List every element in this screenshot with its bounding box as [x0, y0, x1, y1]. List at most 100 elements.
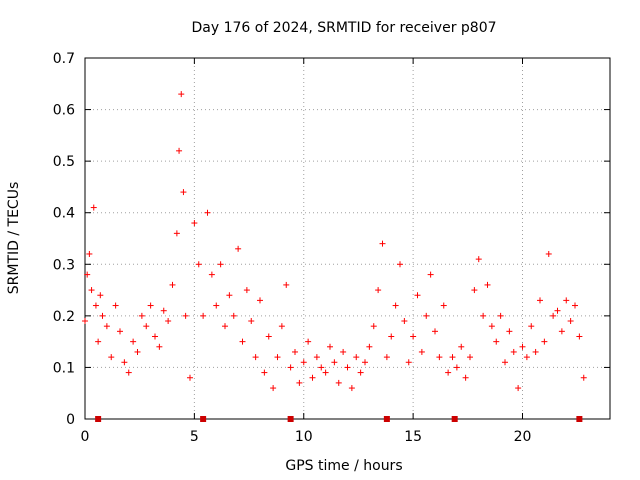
data-point — [313, 354, 320, 361]
data-point — [550, 312, 557, 319]
data-point — [226, 292, 233, 299]
data-point — [147, 302, 154, 309]
data-point — [222, 323, 228, 330]
data-point — [178, 91, 185, 98]
data-point — [270, 385, 277, 392]
y-tick-label: 0.7 — [53, 51, 75, 67]
data-point — [475, 256, 482, 263]
data-point — [418, 348, 425, 355]
data-point — [541, 338, 548, 345]
y-tick-label: 0.5 — [53, 154, 75, 170]
bottom-marker — [451, 416, 458, 422]
data-point — [440, 302, 447, 309]
data-point — [208, 271, 215, 278]
data-point — [143, 323, 150, 330]
data-point — [510, 348, 517, 355]
data-point — [121, 359, 128, 366]
data-point — [537, 297, 543, 304]
data-point — [230, 312, 237, 319]
data-point — [292, 348, 298, 355]
data-point — [112, 302, 119, 309]
y-tick-label: 0.6 — [53, 103, 75, 119]
data-point — [309, 374, 316, 381]
data-point — [449, 354, 456, 361]
plot-frame — [84, 57, 611, 420]
data-point — [82, 318, 88, 325]
y-tick-label: 0.3 — [53, 257, 75, 273]
data-point — [519, 343, 526, 350]
data-point — [108, 354, 115, 361]
data-point — [515, 385, 522, 392]
data-point — [300, 359, 307, 366]
data-point — [353, 354, 360, 361]
data-point — [405, 359, 412, 366]
x-tick-label: 5 — [190, 429, 199, 445]
x-tick-label: 0 — [81, 429, 90, 445]
data-point — [331, 359, 338, 366]
data-point — [563, 297, 570, 304]
data-point — [90, 204, 97, 211]
data-point — [506, 328, 513, 335]
bottom-marker — [200, 416, 207, 422]
data-series — [82, 91, 587, 392]
data-point — [383, 354, 390, 361]
data-point — [173, 230, 180, 237]
data-point — [335, 379, 342, 386]
data-point — [484, 281, 491, 288]
data-point — [274, 354, 281, 361]
data-point — [248, 318, 255, 325]
data-point — [467, 354, 473, 361]
data-point — [200, 312, 207, 319]
data-point — [497, 312, 504, 319]
data-point — [554, 307, 561, 314]
data-point — [567, 318, 574, 325]
data-point — [458, 343, 465, 350]
bottom-marker — [95, 416, 102, 422]
data-point — [432, 328, 438, 335]
data-point — [217, 261, 224, 268]
data-point — [366, 343, 373, 350]
data-point — [532, 348, 539, 355]
data-point — [580, 374, 587, 381]
data-point — [445, 369, 452, 376]
data-point — [235, 245, 242, 252]
x-tick-label: 15 — [404, 429, 422, 445]
data-point — [327, 343, 333, 350]
data-point — [182, 312, 189, 319]
y-axis-label: SRMTID / TECUs — [6, 182, 22, 295]
bottom-markers — [95, 416, 583, 422]
data-point — [160, 307, 167, 314]
data-point — [488, 323, 495, 330]
data-point — [375, 287, 382, 294]
data-point — [97, 292, 104, 299]
data-point — [388, 333, 395, 340]
data-point — [545, 250, 552, 257]
data-point — [213, 302, 220, 309]
data-point — [493, 338, 500, 345]
data-point — [278, 323, 285, 330]
data-point — [152, 333, 158, 340]
data-point — [357, 369, 364, 376]
data-point — [191, 220, 198, 227]
bottom-marker — [383, 416, 390, 422]
data-point — [576, 333, 583, 340]
data-point — [362, 359, 368, 366]
data-point — [180, 189, 187, 196]
data-point — [318, 364, 325, 371]
data-point — [169, 281, 176, 288]
data-point — [257, 297, 263, 304]
data-point — [156, 343, 163, 350]
y-tick-label: 0.4 — [53, 206, 75, 222]
data-point — [103, 323, 110, 330]
x-tick-label: 10 — [295, 429, 313, 445]
data-point — [265, 333, 272, 340]
data-point — [117, 328, 123, 335]
data-point — [204, 209, 211, 216]
data-point — [287, 364, 294, 371]
y-tick-label: 0 — [66, 412, 75, 428]
data-point — [462, 374, 469, 381]
data-point — [125, 369, 132, 376]
data-point — [401, 318, 408, 325]
data-point — [283, 281, 290, 288]
